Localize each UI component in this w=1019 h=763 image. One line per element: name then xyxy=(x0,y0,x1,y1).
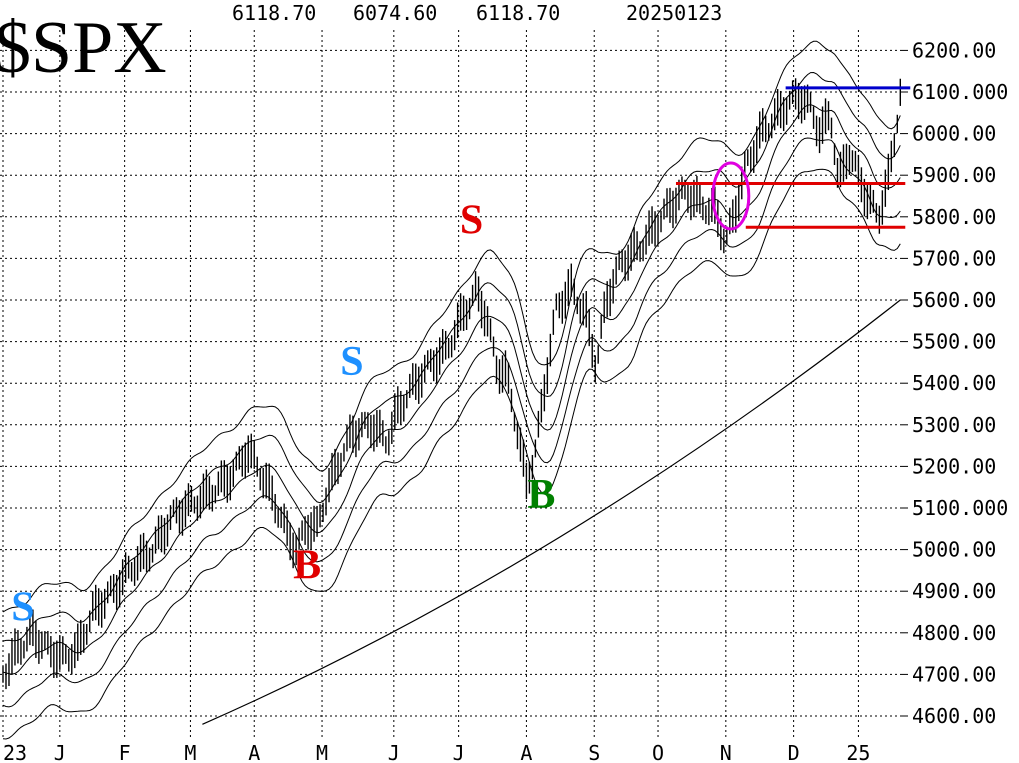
envelope-band-line xyxy=(2,168,901,740)
x-tick-label: J xyxy=(388,741,400,763)
axes: 6200.00 6100.000 6000.00 5900.00 5800.00 5700… xyxy=(3,38,1008,763)
x-tick-label: M xyxy=(316,741,328,763)
y-tick-label: 6100.000 xyxy=(912,80,1008,104)
header-value-3: 6118.70 xyxy=(476,1,560,25)
envelope-band-line xyxy=(2,137,901,708)
y-tick-label: 5400.00 xyxy=(912,371,996,395)
header-value-1: 6118.70 xyxy=(232,1,316,25)
y-tick-label: 5600.00 xyxy=(912,288,996,312)
signal-label: S xyxy=(340,339,363,385)
y-tick-label: 5500.00 xyxy=(912,330,996,354)
signal-label: B xyxy=(293,543,321,589)
x-tick-label: D xyxy=(788,741,800,763)
y-tick-label: 5000.00 xyxy=(912,538,996,562)
y-tick-label: 5200.00 xyxy=(912,454,996,478)
y-tick-label: 5300.00 xyxy=(912,413,996,437)
x-tick-label: A xyxy=(248,741,260,763)
envelope-band-line xyxy=(2,104,901,675)
y-tick-label: 4800.00 xyxy=(912,621,996,645)
y-tick-label: 4900.00 xyxy=(912,579,996,603)
x-tick-label: J xyxy=(54,741,66,763)
level-lines xyxy=(675,86,911,231)
y-tick-label: 5900.00 xyxy=(912,163,996,187)
x-tick-label: 25 xyxy=(846,741,870,763)
price-bars xyxy=(2,78,901,690)
long-moving-average xyxy=(202,299,901,725)
signal-label: S xyxy=(11,584,34,630)
y-tick-label: 5800.00 xyxy=(912,205,996,229)
envelope-band-line xyxy=(2,40,901,613)
x-tick-label: S xyxy=(588,741,600,763)
header-date: 20250123 xyxy=(626,1,722,25)
highlight-ellipse xyxy=(711,161,751,231)
moving-average-line xyxy=(202,299,901,725)
signal-label: S xyxy=(460,197,483,243)
y-tick-label: 4700.00 xyxy=(912,662,996,686)
x-tick-label: 23 xyxy=(3,741,27,763)
y-tick-label: 6000.00 xyxy=(912,122,996,146)
y-tick-label: 5100.000 xyxy=(912,496,1008,520)
y-tick-label: 4600.00 xyxy=(912,704,996,728)
signals: S B S S B xyxy=(11,197,555,630)
x-tick-label: F xyxy=(119,741,131,763)
x-tick-label: N xyxy=(720,741,732,763)
grid xyxy=(0,30,900,740)
envelope-bands xyxy=(2,40,901,740)
x-tick-label: J xyxy=(453,741,465,763)
y-tick-label: 6200.00 xyxy=(912,38,996,62)
x-tick-label: M xyxy=(184,741,196,763)
x-tick-label: A xyxy=(520,741,532,763)
header-value-2: 6074.60 xyxy=(353,1,437,25)
chart-symbol: $SPX xyxy=(0,7,167,89)
signal-label: B xyxy=(527,472,555,518)
x-tick-label: O xyxy=(652,741,664,763)
y-tick-label: 5700.00 xyxy=(912,246,996,270)
